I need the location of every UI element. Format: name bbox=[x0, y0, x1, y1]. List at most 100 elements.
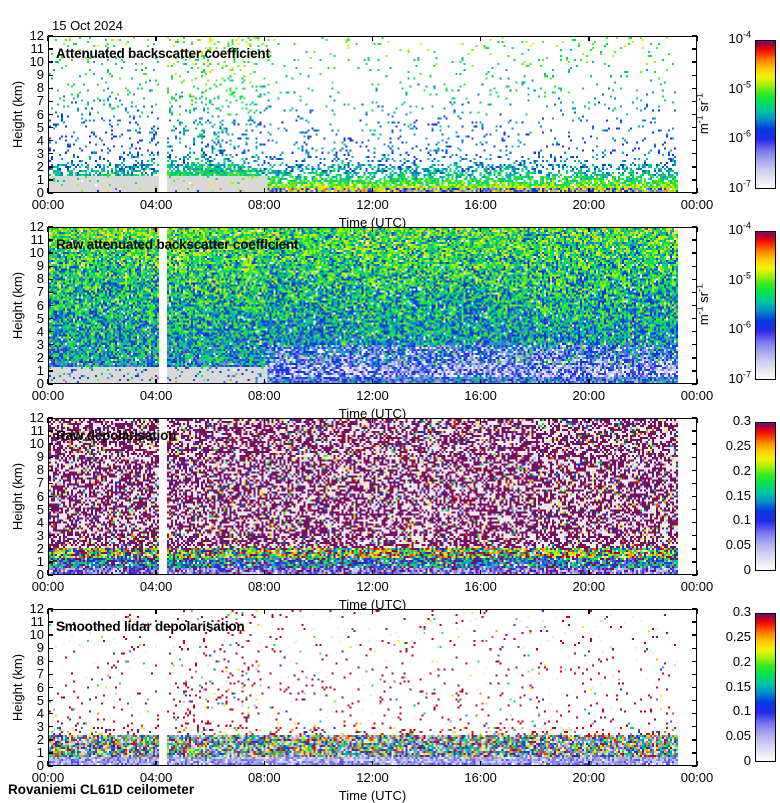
x-tick-label: 04:00 bbox=[139, 770, 173, 785]
y-tick-mark-right bbox=[692, 126, 697, 129]
y-tick-mark bbox=[48, 383, 53, 385]
y-tick-mark bbox=[48, 739, 53, 741]
y-tick-mark-right bbox=[692, 344, 697, 346]
y-tick-mark-right bbox=[692, 561, 697, 563]
heatmap-canvas-raw-depolarisation bbox=[49, 419, 696, 574]
x-tick-mark bbox=[371, 761, 374, 766]
y-tick-mark bbox=[48, 192, 53, 194]
y-tick-mark bbox=[48, 179, 53, 181]
x-tick-label: 20:00 bbox=[572, 197, 606, 212]
y-tick-label: 9 bbox=[36, 67, 44, 83]
x-tick-label: 04:00 bbox=[139, 197, 173, 212]
x-tick-mark-top bbox=[263, 609, 266, 614]
y-tick-mark bbox=[48, 317, 53, 320]
colorbar-tick-label: 10-4 bbox=[728, 29, 751, 46]
y-tick-mark-right bbox=[692, 752, 697, 754]
y-tick-label: 10 bbox=[29, 54, 44, 70]
x-tick-label: 20:00 bbox=[572, 388, 606, 403]
x-tick-label: 00:00 bbox=[31, 388, 65, 403]
y-tick-label: 11 bbox=[30, 423, 45, 439]
y-tick-label: 7 bbox=[36, 475, 44, 491]
y-tick-mark-right bbox=[692, 726, 697, 728]
plot-area-smoothed-lidar-depolarisation bbox=[48, 609, 697, 766]
y-tick-label: 3 bbox=[36, 527, 44, 543]
y-tick-mark bbox=[48, 74, 53, 76]
x-tick-mark bbox=[263, 188, 266, 193]
y-tick-mark bbox=[48, 370, 53, 372]
colorbar-tick-label: 0.1 bbox=[732, 512, 751, 528]
colorbar-tick-label: 0.3 bbox=[732, 413, 751, 428]
colorbar-smoothed-lidar-depolarisation bbox=[755, 613, 776, 762]
y-tick-mark-right bbox=[692, 291, 697, 294]
y-tick-mark bbox=[48, 330, 53, 333]
x-tick-mark bbox=[696, 570, 698, 575]
y-tick-label: 12 bbox=[29, 219, 44, 234]
y-tick-mark bbox=[48, 574, 53, 576]
y-tick-mark-right bbox=[692, 370, 697, 372]
y-tick-mark bbox=[48, 139, 53, 142]
y-tick-label: 7 bbox=[36, 93, 44, 109]
y-tick-mark-right bbox=[692, 113, 697, 116]
x-tick-label: 08:00 bbox=[248, 770, 281, 785]
y-tick-mark-right bbox=[692, 508, 697, 511]
y-tick-mark bbox=[48, 239, 53, 241]
y-tick-mark bbox=[48, 153, 53, 155]
panel-title-smoothed-lidar-depolarisation: Smoothed lidar depolarisation bbox=[56, 619, 245, 634]
x-tick-mark bbox=[479, 570, 482, 575]
x-tick-mark bbox=[588, 379, 590, 384]
colorbar-tick-label: 0 bbox=[743, 562, 751, 577]
x-tick-label: 00:00 bbox=[31, 197, 65, 212]
x-tick-mark-top bbox=[263, 36, 266, 41]
x-tick-label: 04:00 bbox=[139, 579, 173, 594]
y-tick-mark-right bbox=[692, 456, 697, 458]
x-tick-mark bbox=[588, 761, 590, 766]
y-tick-mark-right bbox=[692, 634, 697, 636]
colorbar-unit-label: m-1 sr-1 bbox=[694, 92, 711, 134]
y-tick-mark bbox=[48, 752, 53, 754]
y-tick-mark bbox=[48, 357, 53, 359]
x-tick-label: 12:00 bbox=[356, 770, 389, 785]
x-tick-mark bbox=[47, 761, 49, 766]
colorbar-raw-attenuated-backscatter bbox=[755, 231, 776, 380]
y-tick-mark bbox=[48, 469, 53, 472]
x-tick-mark bbox=[479, 761, 482, 766]
y-tick-mark-right bbox=[692, 383, 697, 385]
y-tick-mark-right bbox=[692, 765, 697, 767]
y-tick-label: 7 bbox=[36, 284, 44, 300]
x-tick-mark bbox=[155, 379, 157, 384]
y-tick-mark-right bbox=[692, 574, 697, 576]
y-tick-mark bbox=[48, 456, 53, 458]
y-tick-mark-right bbox=[692, 712, 697, 715]
x-tick-mark bbox=[155, 761, 157, 766]
y-tick-mark bbox=[48, 634, 53, 636]
x-tick-mark-top bbox=[47, 609, 49, 614]
y-tick-mark-right bbox=[692, 621, 697, 623]
y-tick-mark-right bbox=[692, 278, 697, 281]
y-tick-mark-right bbox=[692, 548, 697, 550]
y-tick-mark-right bbox=[692, 74, 697, 76]
y-tick-mark bbox=[48, 87, 53, 90]
x-tick-mark-top bbox=[588, 609, 590, 614]
plot-area-raw-depolarisation bbox=[48, 418, 697, 575]
x-tick-label: 20:00 bbox=[572, 579, 606, 594]
y-tick-mark bbox=[48, 726, 53, 728]
x-tick-label: 00:00 bbox=[680, 388, 714, 403]
colorbar-tick-label: 10-6 bbox=[728, 320, 751, 337]
x-axis-label-smoothed-lidar-depolarisation: Time (UTC) bbox=[338, 788, 407, 803]
y-tick-mark-right bbox=[692, 739, 697, 741]
y-tick-mark bbox=[48, 561, 53, 563]
y-tick-mark-right bbox=[692, 265, 697, 267]
x-tick-mark bbox=[155, 188, 157, 193]
y-tick-mark bbox=[48, 278, 53, 281]
y-tick-mark bbox=[48, 100, 53, 103]
colorbar-tick-label: 0.3 bbox=[732, 604, 751, 619]
x-tick-mark bbox=[479, 188, 482, 193]
colorbar-tick-label: 0.05 bbox=[725, 728, 751, 744]
y-tick-mark-right bbox=[692, 179, 697, 181]
x-tick-mark-top bbox=[696, 418, 698, 423]
y-tick-label: 3 bbox=[36, 336, 44, 352]
y-tick-mark-right bbox=[692, 100, 697, 103]
x-tick-mark bbox=[263, 570, 266, 575]
y-tick-label: 4 bbox=[36, 323, 44, 339]
colorbar-tick-label: 0.25 bbox=[725, 628, 751, 644]
